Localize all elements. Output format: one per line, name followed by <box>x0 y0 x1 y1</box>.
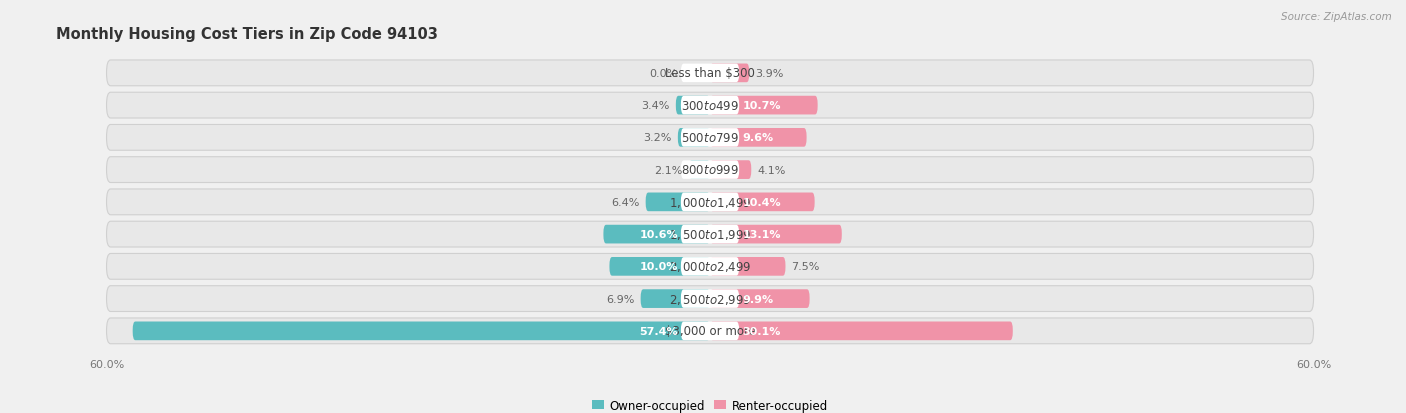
FancyBboxPatch shape <box>681 193 740 211</box>
Text: 10.7%: 10.7% <box>742 101 780 111</box>
FancyBboxPatch shape <box>681 257 740 276</box>
Text: 6.9%: 6.9% <box>606 294 634 304</box>
Text: $2,000 to $2,499: $2,000 to $2,499 <box>669 260 751 274</box>
FancyBboxPatch shape <box>710 193 814 212</box>
Text: Less than $300: Less than $300 <box>665 67 755 80</box>
Text: $1,500 to $1,999: $1,500 to $1,999 <box>669 228 751 242</box>
Text: 30.1%: 30.1% <box>742 326 780 336</box>
Text: $500 to $799: $500 to $799 <box>681 132 740 145</box>
Text: 10.6%: 10.6% <box>640 230 678 240</box>
Text: $1,000 to $1,499: $1,000 to $1,499 <box>669 195 751 209</box>
Text: 2.1%: 2.1% <box>655 165 683 175</box>
FancyBboxPatch shape <box>609 257 710 276</box>
Text: Source: ZipAtlas.com: Source: ZipAtlas.com <box>1281 12 1392 22</box>
FancyBboxPatch shape <box>710 97 818 115</box>
FancyBboxPatch shape <box>689 161 710 180</box>
FancyBboxPatch shape <box>681 129 740 147</box>
FancyBboxPatch shape <box>710 225 842 244</box>
FancyBboxPatch shape <box>710 322 1012 340</box>
Text: 10.0%: 10.0% <box>640 262 678 272</box>
FancyBboxPatch shape <box>681 97 740 115</box>
FancyBboxPatch shape <box>681 64 740 83</box>
FancyBboxPatch shape <box>645 193 710 212</box>
Text: 0.0%: 0.0% <box>650 69 678 78</box>
Text: 3.9%: 3.9% <box>755 69 783 78</box>
Text: 6.4%: 6.4% <box>612 197 640 207</box>
Text: $2,500 to $2,999: $2,500 to $2,999 <box>669 292 751 306</box>
FancyBboxPatch shape <box>107 61 1313 87</box>
FancyBboxPatch shape <box>603 225 710 244</box>
Text: 13.1%: 13.1% <box>742 230 780 240</box>
Text: Monthly Housing Cost Tiers in Zip Code 94103: Monthly Housing Cost Tiers in Zip Code 9… <box>56 26 439 41</box>
Text: $300 to $499: $300 to $499 <box>681 100 740 112</box>
FancyBboxPatch shape <box>681 290 740 308</box>
Text: 57.4%: 57.4% <box>640 326 678 336</box>
FancyBboxPatch shape <box>107 254 1313 280</box>
Text: 3.4%: 3.4% <box>641 101 669 111</box>
Legend: Owner-occupied, Renter-occupied: Owner-occupied, Renter-occupied <box>586 394 834 413</box>
Text: 3.2%: 3.2% <box>644 133 672 143</box>
FancyBboxPatch shape <box>676 97 710 115</box>
FancyBboxPatch shape <box>107 125 1313 151</box>
FancyBboxPatch shape <box>710 290 810 308</box>
FancyBboxPatch shape <box>710 129 807 147</box>
FancyBboxPatch shape <box>107 318 1313 344</box>
FancyBboxPatch shape <box>107 286 1313 312</box>
Text: 10.4%: 10.4% <box>742 197 780 207</box>
FancyBboxPatch shape <box>641 290 710 308</box>
Text: $800 to $999: $800 to $999 <box>681 164 740 177</box>
Text: 7.5%: 7.5% <box>792 262 820 272</box>
FancyBboxPatch shape <box>710 161 751 180</box>
Text: $3,000 or more: $3,000 or more <box>665 325 755 337</box>
FancyBboxPatch shape <box>107 190 1313 215</box>
Text: 4.1%: 4.1% <box>758 165 786 175</box>
FancyBboxPatch shape <box>132 322 710 340</box>
FancyBboxPatch shape <box>681 225 740 244</box>
FancyBboxPatch shape <box>678 129 710 147</box>
FancyBboxPatch shape <box>710 257 786 276</box>
Text: 9.6%: 9.6% <box>742 133 773 143</box>
Text: 9.9%: 9.9% <box>742 294 773 304</box>
FancyBboxPatch shape <box>710 64 749 83</box>
FancyBboxPatch shape <box>107 222 1313 247</box>
FancyBboxPatch shape <box>681 161 740 179</box>
FancyBboxPatch shape <box>107 157 1313 183</box>
FancyBboxPatch shape <box>681 322 740 340</box>
FancyBboxPatch shape <box>107 93 1313 119</box>
